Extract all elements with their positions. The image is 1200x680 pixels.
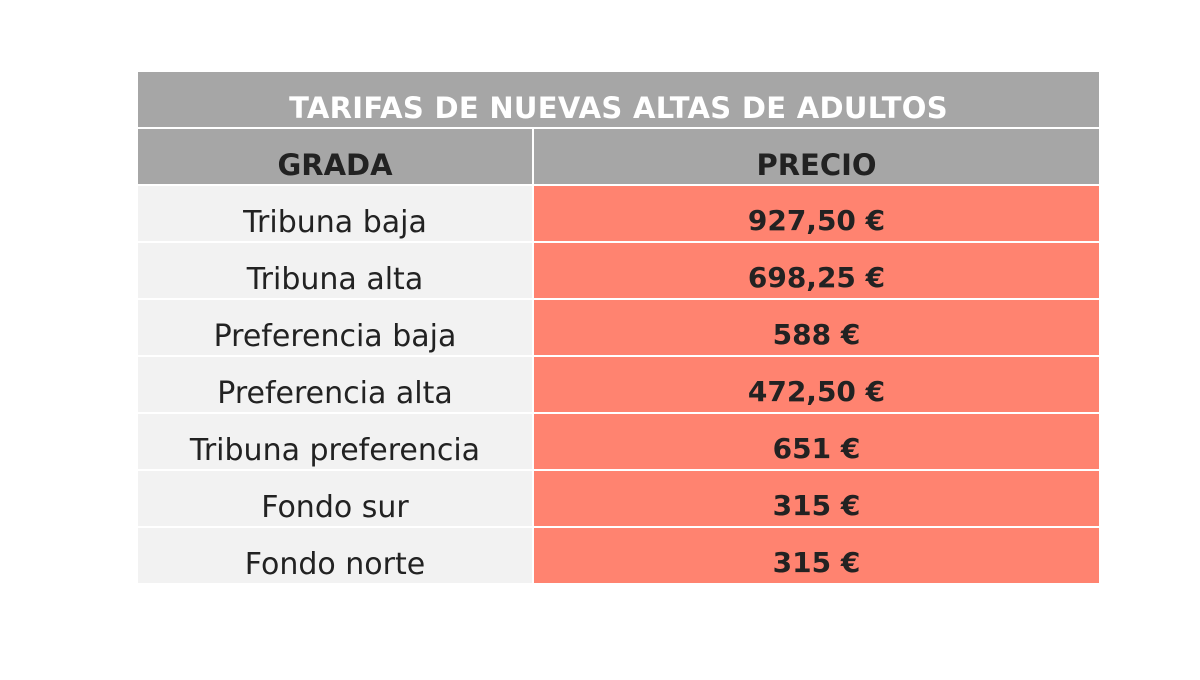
precio-cell: 472,50 € [534,357,1099,412]
precio-cell: 698,25 € [534,243,1099,298]
grada-cell: Tribuna alta [138,243,532,298]
grada-cell: Fondo sur [138,471,532,526]
header-grada: GRADA [138,129,532,184]
precio-cell: 588 € [534,300,1099,355]
precio-cell: 651 € [534,414,1099,469]
grada-cell: Preferencia baja [138,300,532,355]
tarifas-table: TARIFAS DE NUEVAS ALTAS DE ADULTOS GRADA… [138,72,1099,583]
table-title: TARIFAS DE NUEVAS ALTAS DE ADULTOS [138,72,1099,127]
precio-cell: 315 € [534,471,1099,526]
grada-cell: Tribuna preferencia [138,414,532,469]
precio-cell: 315 € [534,528,1099,583]
grada-cell: Tribuna baja [138,186,532,241]
grada-cell: Fondo norte [138,528,532,583]
precio-cell: 927,50 € [534,186,1099,241]
grada-cell: Preferencia alta [138,357,532,412]
header-precio: PRECIO [534,129,1099,184]
